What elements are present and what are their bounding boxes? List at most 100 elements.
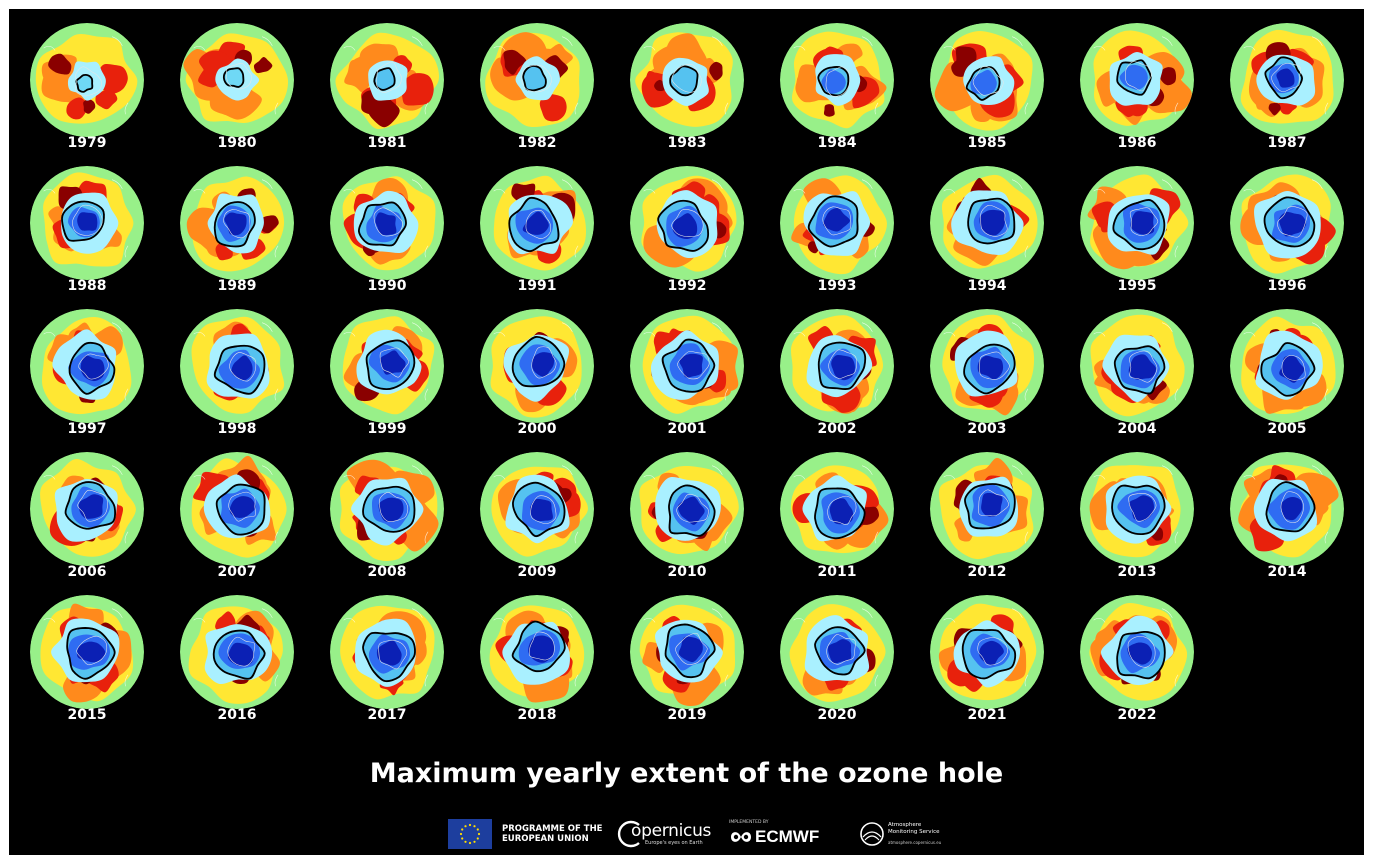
ozone-map-1983: 1983 — [612, 11, 762, 151]
ozone-globe-icon — [1080, 309, 1194, 423]
year-label: 1981 — [312, 135, 462, 151]
ozone-globe-icon — [780, 23, 894, 137]
year-label: 2009 — [462, 564, 612, 580]
year-label: 2019 — [612, 707, 762, 723]
ozone-map-2014: 2014 — [1212, 440, 1362, 580]
year-label: 2008 — [312, 564, 462, 580]
ozone-map-2021: 2021 — [912, 583, 1062, 723]
year-label: 1996 — [1212, 278, 1362, 294]
year-label: 1993 — [762, 278, 912, 294]
eu-logo[interactable]: PROGRAMME OF THE EUROPEAN UNION — [448, 819, 612, 849]
year-label: 2003 — [912, 421, 1062, 437]
year-label: 1994 — [912, 278, 1062, 294]
ozone-globe-icon — [630, 23, 744, 137]
year-label: 2014 — [1212, 564, 1362, 580]
ozone-map-2011: 2011 — [762, 440, 912, 580]
year-label: 2001 — [612, 421, 762, 437]
ozone-map-2013: 2013 — [1062, 440, 1212, 580]
year-label: 2010 — [612, 564, 762, 580]
ozone-map-2009: 2009 — [462, 440, 612, 580]
ozone-globe-icon — [1080, 166, 1194, 280]
ecmwf-name: ECMWF — [755, 827, 819, 847]
ozone-map-1985: 1985 — [912, 11, 1062, 151]
ozone-map-1998: 1998 — [162, 297, 312, 437]
ozone-globe-icon — [630, 452, 744, 566]
year-label: 2007 — [162, 564, 312, 580]
ozone-map-1997: 1997 — [12, 297, 162, 437]
year-label: 1979 — [12, 135, 162, 151]
cams-line-1: Atmosphere — [888, 822, 941, 829]
year-label: 2011 — [762, 564, 912, 580]
eu-flag-icon — [448, 819, 492, 849]
year-label: 1995 — [1062, 278, 1212, 294]
logo-footer: PROGRAMME OF THE EUROPEAN UNION opernicu… — [9, 819, 1364, 855]
year-label: 1997 — [12, 421, 162, 437]
ozone-globe-icon — [1230, 23, 1344, 137]
year-label: 2005 — [1212, 421, 1362, 437]
ozone-map-2010: 2010 — [612, 440, 762, 580]
ozone-globe-icon — [330, 595, 444, 709]
ozone-globe-icon — [1080, 23, 1194, 137]
ozone-map-2015: 2015 — [12, 583, 162, 723]
copernicus-logo[interactable]: opernicus Europe's eyes on Earth — [613, 819, 711, 849]
ozone-map-2019: 2019 — [612, 583, 762, 723]
year-label: 2015 — [12, 707, 162, 723]
year-label: 1990 — [312, 278, 462, 294]
ozone-map-2001: 2001 — [612, 297, 762, 437]
ozone-globe-icon — [180, 23, 294, 137]
ozone-map-2022: 2022 — [1062, 583, 1212, 723]
year-label: 2022 — [1062, 707, 1212, 723]
ozone-globe-icon — [630, 166, 744, 280]
ozone-globe-icon — [180, 309, 294, 423]
figure-title: Maximum yearly extent of the ozone hole — [9, 757, 1364, 791]
year-label: 1988 — [12, 278, 162, 294]
ozone-map-1988: 1988 — [12, 154, 162, 294]
year-label: 1983 — [612, 135, 762, 151]
ozone-map-2003: 2003 — [912, 297, 1062, 437]
year-label: 2018 — [462, 707, 612, 723]
year-label: 2020 — [762, 707, 912, 723]
copernicus-tagline: Europe's eyes on Earth — [645, 840, 711, 846]
ozone-map-1992: 1992 — [612, 154, 762, 294]
ozone-globe-icon — [780, 166, 894, 280]
year-label: 2002 — [762, 421, 912, 437]
ozone-globe-icon — [1230, 166, 1344, 280]
cams-logo[interactable]: Atmosphere Monitoring Service atmosphere… — [859, 821, 941, 847]
ozone-map-1987: 1987 — [1212, 11, 1362, 151]
year-label: 1992 — [612, 278, 762, 294]
ozone-globe-icon — [330, 166, 444, 280]
ozone-map-2017: 2017 — [312, 583, 462, 723]
ozone-map-2006: 2006 — [12, 440, 162, 580]
copernicus-name: opernicus — [631, 822, 711, 840]
year-label: 2004 — [1062, 421, 1212, 437]
ozone-map-1999: 1999 — [312, 297, 462, 437]
ozone-map-2008: 2008 — [312, 440, 462, 580]
ozone-map-1980: 1980 — [162, 11, 312, 151]
ozone-map-1995: 1995 — [1062, 154, 1212, 294]
year-label: 1984 — [762, 135, 912, 151]
ozone-globe-icon — [30, 452, 144, 566]
ozone-globe-icon — [780, 309, 894, 423]
year-label: 1982 — [462, 135, 612, 151]
ecmwf-implemented-label: IMPLEMENTED BY — [729, 820, 768, 825]
ozone-map-1989: 1989 — [162, 154, 312, 294]
ozone-globe-icon — [180, 452, 294, 566]
eu-line-1: PROGRAMME OF THE — [502, 824, 612, 834]
ozone-globe-icon — [1080, 452, 1194, 566]
ozone-map-1996: 1996 — [1212, 154, 1362, 294]
ozone-globe-icon — [330, 23, 444, 137]
ozone-map-2020: 2020 — [762, 583, 912, 723]
ozone-map-1986: 1986 — [1062, 11, 1212, 151]
ozone-globe-icon — [780, 452, 894, 566]
cams-line-2: Monitoring Service — [888, 829, 941, 836]
ozone-globe-icon — [630, 595, 744, 709]
ozone-map-1984: 1984 — [762, 11, 912, 151]
ecmwf-logo[interactable]: IMPLEMENTED BY ECMWF — [729, 827, 819, 847]
ozone-map-1991: 1991 — [462, 154, 612, 294]
ozone-globe-icon — [30, 23, 144, 137]
ozone-globe-icon — [330, 452, 444, 566]
ozone-globe-icon — [1230, 309, 1344, 423]
figure-background: 1979 1980 1981 1982 1983 1984 1985 1986 1987 1988… — [9, 9, 1364, 855]
year-label: 1999 — [312, 421, 462, 437]
ozone-globe-icon — [630, 309, 744, 423]
